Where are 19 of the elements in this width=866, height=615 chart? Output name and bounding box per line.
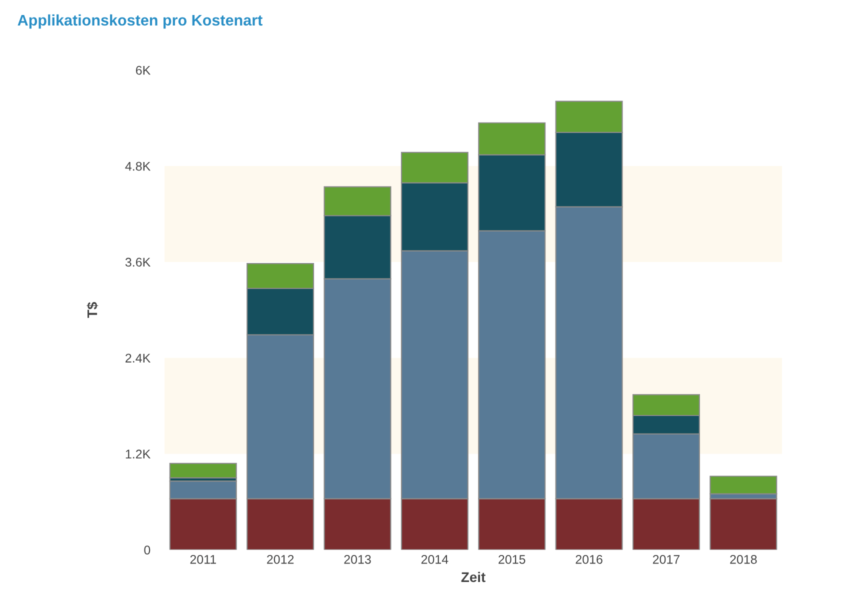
y-tick-label: 4.8K xyxy=(125,162,151,171)
x-tick-label: 2017 xyxy=(652,555,680,564)
x-tick-label: 2013 xyxy=(344,555,371,564)
x-tick-label: 2011 xyxy=(190,555,216,564)
y-tick-label: 0 xyxy=(144,546,150,554)
x-tick-label: 2014 xyxy=(421,555,448,564)
y-tick-label: 1.2K xyxy=(126,450,151,458)
x-tick-label: 2015 xyxy=(498,555,526,564)
y-tick-label: 2.4K xyxy=(126,354,151,362)
bar xyxy=(710,498,778,550)
x-tick-label: 2018 xyxy=(730,555,757,564)
x-axis-title: Zeit xyxy=(461,572,486,582)
y-tick-label: 3.6K xyxy=(125,258,151,267)
x-tick-label: 2012 xyxy=(267,555,294,564)
y-axis-title: T$ xyxy=(86,302,98,318)
chart-title: Applikationskosten pro Kostenart xyxy=(18,14,262,29)
bar xyxy=(169,462,237,478)
x-tick-label: 2016 xyxy=(576,555,602,564)
y-tick-label: 6K xyxy=(136,66,151,75)
